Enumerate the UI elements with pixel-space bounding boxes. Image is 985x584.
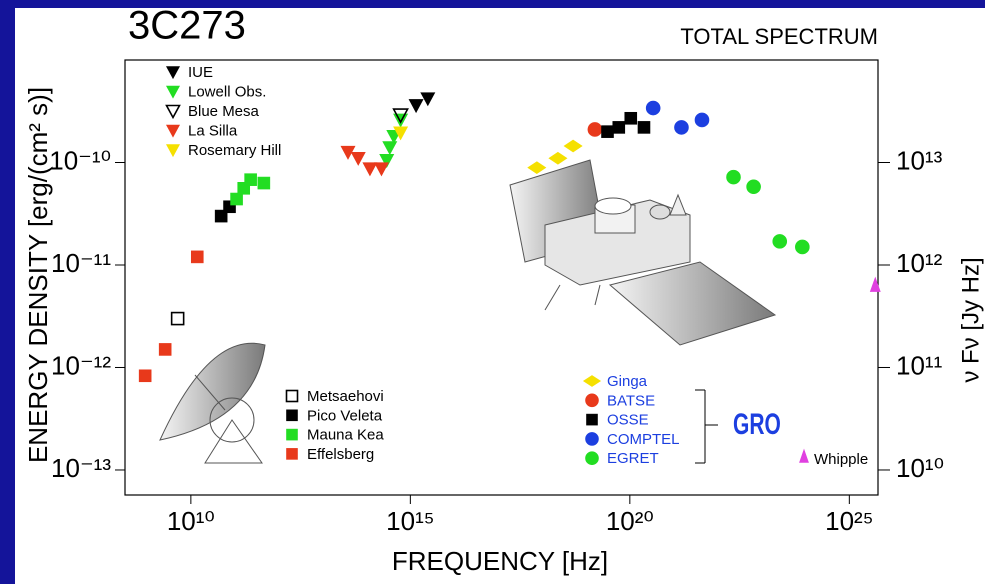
legend-label: BATSE bbox=[607, 392, 655, 409]
legend-marker bbox=[586, 432, 599, 445]
legend-marker bbox=[287, 410, 298, 421]
x-axis-label: FREQUENCY [Hz] bbox=[392, 546, 608, 576]
legend-marker bbox=[287, 448, 298, 459]
y-tick-label: 10⁻¹⁰ bbox=[49, 145, 111, 175]
x-tick-label: 10²⁵ bbox=[825, 506, 873, 536]
data-point bbox=[773, 234, 787, 248]
legend-label: Lowell Obs. bbox=[188, 83, 266, 100]
data-point bbox=[191, 251, 203, 263]
data-point bbox=[625, 112, 637, 124]
data-point bbox=[674, 120, 688, 134]
data-point bbox=[795, 240, 809, 254]
legend-label: EGRET bbox=[607, 450, 659, 467]
data-point bbox=[602, 126, 614, 138]
legend-label: Metsaehovi bbox=[307, 388, 384, 405]
data-point bbox=[695, 113, 709, 127]
gro-label: GRO bbox=[733, 408, 781, 440]
legend-marker bbox=[586, 394, 599, 407]
x-tick-label: 10¹⁰ bbox=[167, 506, 215, 536]
data-point bbox=[646, 101, 660, 115]
legend-marker bbox=[587, 414, 598, 425]
legend-label: Ginga bbox=[607, 373, 648, 390]
y2-tick-label: 10¹⁰ bbox=[896, 453, 944, 483]
legend-label: COMPTEL bbox=[607, 431, 680, 448]
data-point bbox=[747, 180, 761, 194]
data-point bbox=[231, 193, 243, 205]
y2-axis-label: ν Fν [Jy Hz] bbox=[957, 257, 984, 382]
legend-label: Rosemary Hill bbox=[188, 142, 281, 159]
legend-label: Pico Veleta bbox=[307, 407, 383, 424]
data-point bbox=[258, 177, 270, 189]
legend-marker bbox=[287, 429, 298, 440]
y-tick-label: 10⁻¹² bbox=[51, 350, 111, 380]
y2-tick-label: 10¹² bbox=[896, 248, 943, 278]
legend-label: Effelsberg bbox=[307, 446, 374, 463]
y2-tick-label: 10¹³ bbox=[896, 145, 943, 175]
legend-label: La Silla bbox=[188, 122, 238, 139]
y2-tick-label: 10¹¹ bbox=[896, 350, 943, 380]
data-point bbox=[245, 174, 257, 186]
chart: 3C273 TOTAL SPECTRUM FREQUENCY [Hz] ENER… bbox=[0, 0, 985, 584]
data-point bbox=[727, 170, 741, 184]
chart-title: 3C273 bbox=[128, 4, 246, 48]
data-point bbox=[613, 121, 625, 133]
x-tick-label: 10¹⁵ bbox=[386, 506, 434, 536]
chart-subtitle: TOTAL SPECTRUM bbox=[680, 24, 878, 49]
legend-label: Whipple bbox=[814, 451, 868, 468]
data-point bbox=[588, 122, 602, 136]
data-point bbox=[638, 121, 650, 133]
legend-marker bbox=[586, 452, 599, 465]
panel bbox=[15, 8, 985, 584]
y-tick-label: 10⁻¹³ bbox=[51, 453, 111, 483]
data-point bbox=[159, 343, 171, 355]
legend-label: OSSE bbox=[607, 412, 649, 429]
x-tick-label: 10²⁰ bbox=[606, 506, 654, 536]
legend-label: IUE bbox=[188, 64, 213, 81]
legend-label: Mauna Kea bbox=[307, 427, 384, 444]
data-point bbox=[139, 370, 151, 382]
legend-label: Blue Mesa bbox=[188, 103, 260, 120]
y-axis-label: ENERGY DENSITY [erg/(cm² s)] bbox=[23, 87, 53, 463]
y-tick-label: 10⁻¹¹ bbox=[51, 248, 111, 278]
